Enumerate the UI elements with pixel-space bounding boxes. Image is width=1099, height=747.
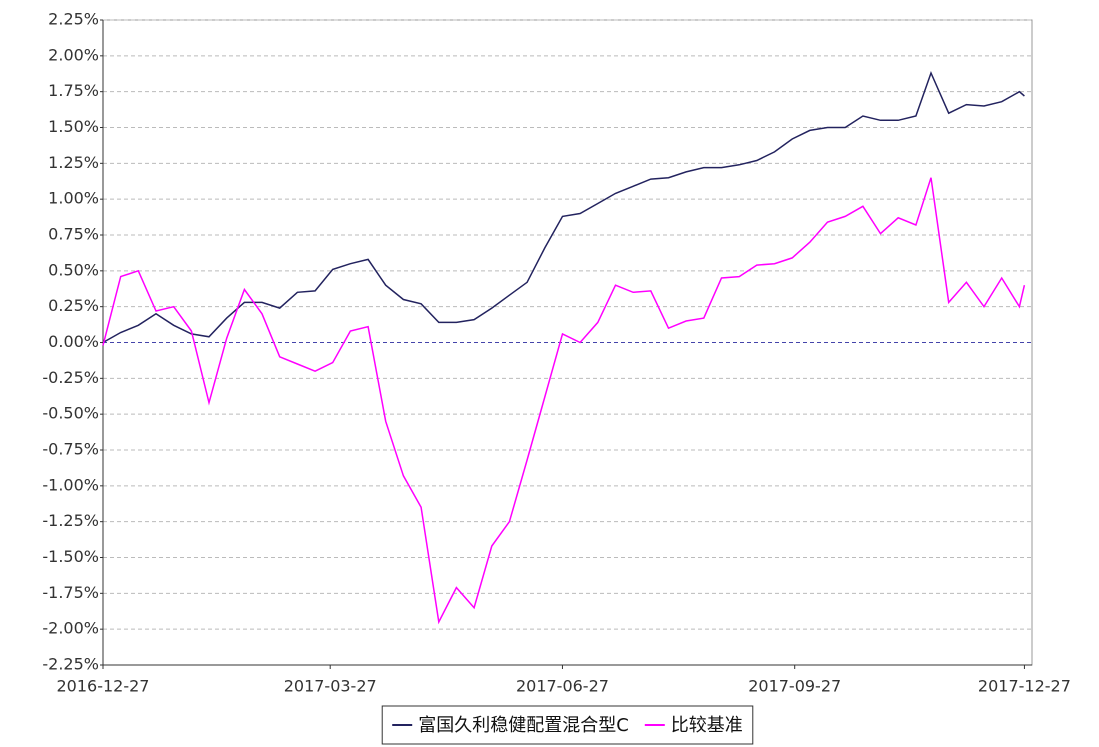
y-tick-label: -2.25%	[42, 655, 99, 674]
y-tick-label: 0.25%	[48, 296, 99, 315]
y-tick-label: 1.25%	[48, 153, 99, 172]
y-tick-label: 1.50%	[48, 117, 99, 136]
series-line	[102, 70, 1025, 344]
x-tick-label: 2016-12-27	[57, 677, 150, 696]
y-tick-label: -0.25%	[42, 368, 99, 387]
y-tick-label: -0.50%	[42, 404, 99, 423]
legend-box	[381, 705, 754, 745]
x-tick-label: 2017-09-27	[748, 677, 841, 696]
x-tick-label: 2017-06-27	[516, 677, 609, 696]
series-line	[102, 177, 1026, 625]
legend: 富国久利稳健配置混合型C 比较基准	[381, 705, 754, 745]
y-tick-label: 0.00%	[48, 332, 99, 351]
x-tick-label: 2017-03-27	[284, 677, 377, 696]
y-tick-label: 2.00%	[48, 45, 99, 64]
y-tick-label: -1.00%	[42, 475, 99, 494]
y-tick-label: -1.25%	[42, 511, 99, 530]
x-tick-label: 2017-12-27	[978, 677, 1071, 696]
y-tick-label: -1.50%	[42, 547, 99, 566]
y-tick-label: -2.00%	[42, 619, 99, 638]
y-tick-label: 0.50%	[48, 260, 99, 279]
y-tick-label: 1.00%	[48, 189, 99, 208]
y-tick-label: 2.25%	[48, 10, 99, 29]
y-tick-label: 1.75%	[48, 81, 99, 100]
legend-label: 富国久利稳健配置混合型C	[418, 715, 629, 736]
legend-label: 比较基准	[671, 715, 743, 736]
y-tick-label: 0.75%	[48, 225, 99, 244]
y-tick-label: -1.75%	[42, 583, 99, 602]
y-tick-label: -0.75%	[42, 440, 99, 459]
